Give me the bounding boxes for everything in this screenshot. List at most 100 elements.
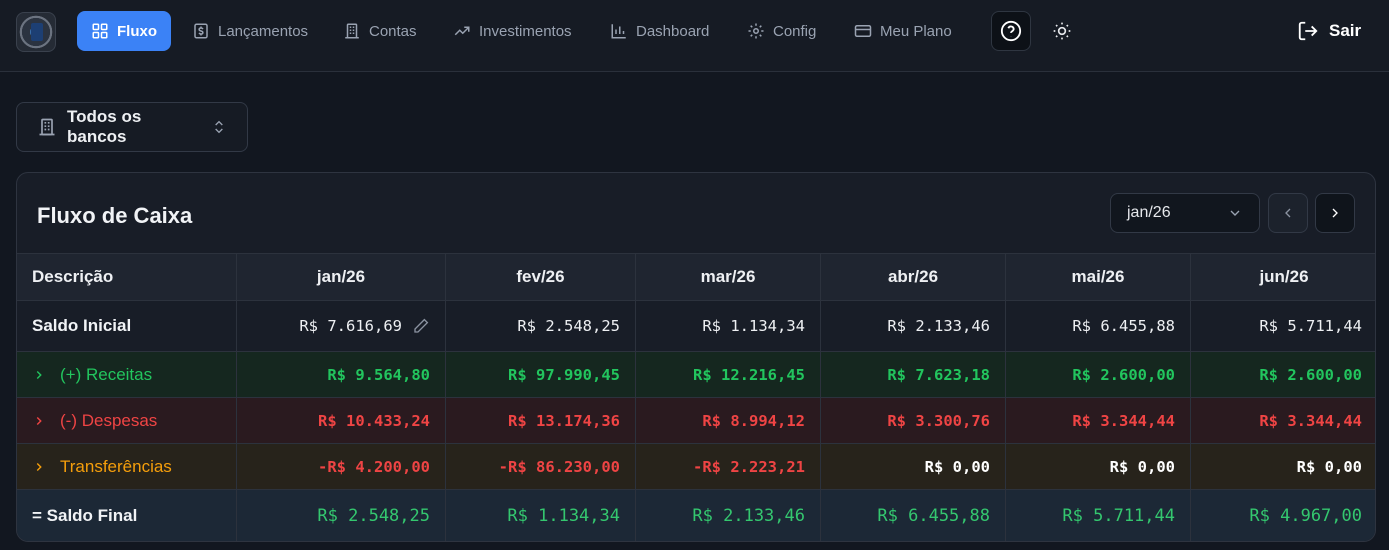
table-cell: R$ 13.174,36 [446,398,636,443]
row-label-cell[interactable]: Transferências [17,444,237,489]
chevron-down-icon [1230,210,1240,216]
table-cell: R$ 3.344,44 [1259,411,1362,430]
chevron-right-icon [36,462,42,471]
row-label: Transferências [60,456,172,476]
cell-value: R$ 7.616,69 [299,317,402,335]
card-title: Fluxo de Caixa [37,203,193,228]
bank-filter-select[interactable]: Todos os bancos [16,102,248,152]
nav-item-dashboard[interactable]: Dashboard [598,11,721,51]
logo-emblem [31,23,43,41]
nav-item-label: Config [773,22,817,40]
previous-month-button[interactable] [1268,193,1308,233]
logout-button[interactable]: Sair [1297,11,1361,51]
month-select-value: jan/26 [1127,204,1171,221]
table-cell: R$ 2.133,46 [636,490,821,541]
expand-transferencias[interactable]: Transferências [32,457,172,477]
column-header: fev/26 [446,254,636,300]
next-month-button[interactable] [1315,193,1355,233]
column-header: abr/26 [821,254,1006,300]
credit-card-icon [854,25,872,37]
column-header: jan/26 [237,254,446,300]
nav-item-investimentos[interactable]: Investimentos [441,11,584,51]
chevron-right-icon [1332,208,1338,218]
table-row-saldo-final: = Saldo Final R$ 2.548,25 R$ 1.134,34 R$… [17,489,1375,541]
row-label: = Saldo Final [32,505,138,525]
table-cell: R$ 0,00 [1296,457,1362,476]
row-label: (+) Receitas [60,364,153,384]
nav-item-contas[interactable]: Contas [331,11,429,51]
nav-item-fluxo[interactable]: Fluxo [77,11,171,51]
table-cell: R$ 5.711,44 [1259,317,1362,335]
dashboard-grid-icon [92,23,108,39]
chevron-right-icon [36,370,42,379]
chevron-up-down-icon [215,120,223,134]
nav-item-lancamentos[interactable]: Lançamentos [180,11,320,51]
table-cell: R$ 8.994,12 [636,398,821,443]
table-cell: R$ 7.623,18 [821,352,1006,397]
nav-item-label: Investimentos [479,22,572,40]
nav-item-label: Contas [369,22,417,40]
nav-item-config[interactable]: Config [735,11,828,51]
table-cell: R$ 2.600,00 [1259,365,1362,384]
gear-icon [748,23,764,39]
row-label-cell: = Saldo Final [17,490,237,541]
logout-icon [1298,21,1318,41]
cash-flow-table: Descrição jan/26 fev/26 mar/26 abr/26 ma… [17,253,1375,541]
cash-flow-card: Fluxo de Caixa jan/26 Descrição jan/26 f… [16,172,1376,542]
column-header: mar/26 [636,254,821,300]
expand-despesas[interactable]: (-) Despesas [32,411,157,431]
help-button[interactable] [991,11,1031,51]
nav-item-label: Lançamentos [218,22,309,40]
table-cell: R$ 1.134,34 [446,490,636,541]
table-cell: R$ 10.433,24 [237,398,446,443]
nav-item-meu-plano[interactable]: Meu Plano [842,11,964,51]
table-cell: R$ 7.616,69 [237,301,446,351]
table-cell: R$ 0,00 [1006,444,1191,489]
sun-icon [1053,22,1071,40]
table-cell: R$ 2.548,25 [446,301,636,351]
row-label: (-) Despesas [60,410,158,430]
table-cell: R$ 12.216,45 [636,352,821,397]
bar-chart-icon [611,24,626,39]
table-cell: R$ 6.455,88 [821,490,1006,541]
chevron-left-icon [1285,208,1291,218]
table-cell: R$ 6.455,88 [1006,301,1191,351]
column-header: mai/26 [1006,254,1191,300]
table-cell: R$ 5.711,44 [1006,490,1191,541]
top-navbar: Fluxo Lançamentos Contas Investimentos D… [0,0,1389,72]
table-cell: R$ 2.600,00 [1006,352,1191,397]
building-icon [39,118,55,136]
pencil-icon [414,318,429,333]
expand-receitas[interactable]: (+) Receitas [32,365,152,385]
table-cell: R$ 9.564,80 [237,352,446,397]
theme-toggle-button[interactable] [1043,11,1081,51]
nav-item-label: Meu Plano [880,22,952,40]
table-row-receitas[interactable]: (+) Receitas R$ 9.564,80 R$ 97.990,45 R$… [17,351,1375,397]
table-cell: -R$ 4.200,00 [237,444,446,489]
nav-item-label: Fluxo [117,22,157,40]
row-label-cell[interactable]: (+) Receitas [17,352,237,397]
table-cell: R$ 2.133,46 [821,301,1006,351]
row-label: Saldo Inicial [32,316,132,335]
table-cell: R$ 4.967,00 [1249,505,1362,526]
table-row-despesas[interactable]: (-) Despesas R$ 10.433,24 R$ 13.174,36 R… [17,397,1375,443]
table-cell: -R$ 86.230,00 [446,444,636,489]
row-label-cell: Saldo Inicial [17,301,237,351]
help-circle-icon [1000,20,1022,42]
row-label-cell[interactable]: (-) Despesas [17,398,237,443]
dollar-document-icon [194,23,208,39]
table-cell: -R$ 2.223,21 [636,444,821,489]
chevron-right-icon [36,416,42,425]
month-select[interactable]: jan/26 [1110,193,1260,233]
edit-button[interactable] [412,317,430,335]
logout-label: Sair [1329,21,1362,40]
table-cell: R$ 97.990,45 [446,352,636,397]
column-header: jun/26 [1259,267,1309,286]
app-logo[interactable] [16,12,56,52]
table-cell: R$ 1.134,34 [636,301,821,351]
table-cell: R$ 0,00 [821,444,1006,489]
table-row-transferencias[interactable]: Transferências -R$ 4.200,00 -R$ 86.230,0… [17,443,1375,489]
bank-filter-label: Todos os bancos [67,107,142,146]
table-header-row: Descrição jan/26 fev/26 mar/26 abr/26 ma… [17,253,1375,300]
building-icon [345,23,359,39]
